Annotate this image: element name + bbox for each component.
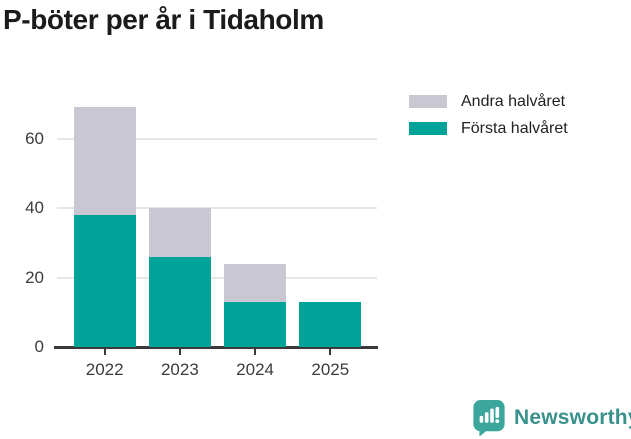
x-tick-label-2023: 2023 — [160, 360, 199, 379]
bar-2025-forsta-halvaret — [299, 301, 362, 347]
bar-2023-andra-halvaret — [148, 208, 211, 257]
newsworthy-logo-text: Newsworthy — [514, 406, 631, 429]
x-axis-line — [54, 346, 378, 349]
bar-2022-andra-halvaret — [73, 107, 136, 216]
x-tick-2025 — [329, 348, 332, 355]
bar-2022-forsta-halvaret — [73, 215, 136, 347]
x-tick-2022 — [103, 348, 106, 355]
x-tick-label-2025: 2025 — [311, 360, 350, 379]
y-tick-label-20: 20 — [25, 267, 44, 287]
gridline-40 — [57, 207, 377, 210]
gridline-60 — [57, 137, 377, 140]
legend-swatch-forsta-halvaret — [409, 122, 447, 135]
y-tick-label-60: 60 — [25, 128, 44, 148]
y-tick-label-0: 0 — [34, 337, 44, 356]
legend-label-forsta-halvaret: Första halvåret — [461, 119, 568, 137]
bar-2023-forsta-halvaret — [148, 256, 211, 347]
x-tick-2024 — [254, 348, 257, 355]
plot-area: 2022 2023 2024 2025 — [54, 104, 378, 379]
chart-title: P-böter per år i Tidaholm — [3, 4, 324, 35]
bar-2024-andra-halvaret — [224, 263, 287, 302]
newsworthy-logo-icon — [473, 400, 505, 436]
legend-item-forsta-halvaret: Första halvåret — [409, 115, 568, 142]
legend: Andra halvåret Första halvåret — [409, 88, 568, 142]
gridline-20 — [57, 276, 377, 279]
x-tick-label-2022: 2022 — [85, 360, 124, 379]
x-tick-label-2024: 2024 — [236, 360, 274, 379]
x-tick-2023 — [178, 348, 181, 355]
legend-label-andra-halvaret: Andra halvåret — [461, 92, 566, 110]
legend-item-andra-halvaret: Andra halvåret — [409, 88, 568, 115]
bar-2024-forsta-halvaret — [224, 301, 287, 347]
newsworthy-logo: Newsworthy — [473, 400, 631, 436]
legend-swatch-andra-halvaret — [409, 95, 447, 108]
y-tick-label-40: 40 — [25, 198, 44, 218]
